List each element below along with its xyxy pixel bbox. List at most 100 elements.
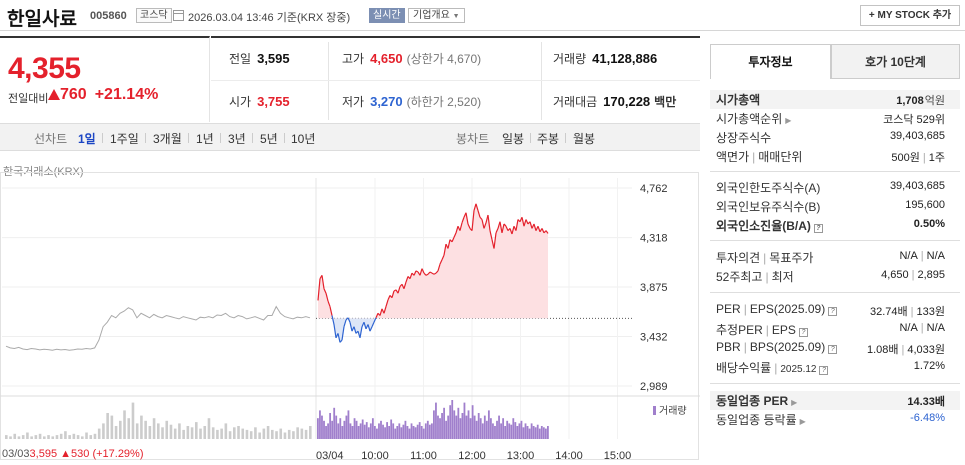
today-line-segment bbox=[447, 239, 451, 249]
today-line-segment bbox=[349, 322, 353, 332]
candle-daily[interactable]: 일봉 bbox=[502, 132, 525, 146]
candle-monthly[interactable]: 월봉 bbox=[573, 132, 596, 146]
period-3m[interactable]: 3개월 bbox=[153, 132, 182, 146]
today-line-segment bbox=[501, 223, 505, 234]
price-chart[interactable]: 4,762 4,318 3,875 3,432 2,989 거래량 03/04 10:00 11… bbox=[0, 152, 700, 465]
candle-chart-label: 봉차트 bbox=[456, 132, 490, 146]
today-line-segment bbox=[459, 222, 463, 231]
volume-bar bbox=[449, 405, 452, 439]
volume-bar bbox=[178, 423, 181, 439]
help-icon[interactable]: ? bbox=[813, 224, 823, 233]
today-line-segment bbox=[369, 326, 373, 332]
period-1w[interactable]: 1주일 bbox=[110, 132, 139, 146]
volume-bar bbox=[353, 418, 356, 439]
add-mystock-button[interactable]: + MY STOCK 추가 bbox=[860, 5, 960, 26]
volume-bar bbox=[343, 420, 346, 439]
today-line-segment bbox=[521, 217, 525, 227]
today-line-segment bbox=[323, 288, 327, 294]
today-line-segment bbox=[511, 226, 515, 235]
today-line-segment bbox=[339, 339, 343, 343]
help-icon[interactable]: ? bbox=[819, 366, 829, 375]
volume-bar bbox=[469, 418, 472, 439]
volume-bar bbox=[483, 415, 486, 439]
period-1d[interactable]: 1일 bbox=[78, 132, 96, 146]
par-value-row: 액면가 | 매매단위 500원 | 1주 bbox=[716, 150, 945, 164]
volume-bar bbox=[266, 426, 270, 439]
volume-bar bbox=[59, 433, 63, 439]
volume-bar bbox=[455, 415, 458, 439]
help-icon[interactable]: ? bbox=[798, 328, 808, 337]
volume-bar bbox=[367, 427, 370, 439]
today-line-segment bbox=[405, 276, 409, 283]
volume-bar bbox=[422, 428, 425, 439]
industry-rate-row: 동일업종 등락률 ▶ -6.48% bbox=[716, 412, 945, 427]
volume-bar bbox=[131, 402, 135, 439]
today-line-segment bbox=[347, 317, 351, 323]
x-tick-label: 15:00 bbox=[604, 450, 632, 462]
volume-bar bbox=[237, 426, 240, 439]
price-change: 760 +21.14% bbox=[48, 86, 158, 104]
volume-bar bbox=[544, 428, 547, 439]
volume-bar bbox=[110, 415, 114, 439]
period-3y[interactable]: 3년 bbox=[228, 132, 246, 146]
volume-bar bbox=[220, 428, 223, 439]
period-5y[interactable]: 5년 bbox=[260, 132, 278, 146]
volume-bar bbox=[418, 422, 421, 439]
volume-bar bbox=[335, 415, 338, 439]
volume-bar bbox=[461, 413, 464, 439]
volume-bar bbox=[532, 426, 535, 439]
volume-bar bbox=[536, 424, 539, 439]
x-tick-label: 10:00 bbox=[361, 450, 389, 462]
volume-bar bbox=[203, 426, 207, 439]
candle-weekly[interactable]: 주봉 bbox=[537, 132, 560, 146]
chart-frame bbox=[0, 172, 699, 460]
live-badge[interactable]: 실시간 bbox=[369, 8, 405, 23]
period-1y[interactable]: 1년 bbox=[196, 132, 214, 146]
volume-bar bbox=[492, 423, 494, 439]
volume-bar bbox=[386, 422, 389, 439]
volume-bar bbox=[540, 426, 543, 439]
help-icon[interactable]: ? bbox=[828, 345, 838, 354]
today-line-segment bbox=[481, 219, 485, 229]
volume-bar bbox=[369, 423, 372, 439]
volume-bar bbox=[398, 423, 401, 439]
volume-bar bbox=[9, 436, 12, 439]
volume-bar bbox=[481, 423, 484, 439]
volume-bar bbox=[47, 435, 50, 439]
today-line-segment bbox=[353, 326, 357, 334]
today-line-segment bbox=[325, 293, 329, 302]
today-line-segment bbox=[359, 326, 363, 338]
volume-bar bbox=[502, 418, 505, 439]
volume-bar bbox=[528, 428, 531, 439]
current-price: 4,355 bbox=[8, 52, 81, 85]
volume-bar bbox=[195, 422, 198, 439]
up-triangle-icon bbox=[48, 89, 60, 100]
volume-bar bbox=[321, 415, 323, 439]
volume-bar bbox=[55, 435, 59, 439]
volume-bar bbox=[339, 418, 342, 439]
y-tick-label: 3,875 bbox=[640, 282, 668, 294]
volume-bar bbox=[459, 418, 462, 439]
volume-bar bbox=[390, 419, 393, 439]
volume-bar bbox=[161, 427, 164, 439]
volume-bar bbox=[445, 420, 448, 439]
prev-day-line bbox=[5, 305, 311, 351]
volume-bar bbox=[5, 435, 8, 439]
tab-invest-info[interactable]: 투자정보 bbox=[710, 44, 831, 79]
volume-bar bbox=[93, 433, 97, 439]
volume-bar bbox=[271, 429, 274, 439]
low-price: 저가 3,270 (하한가 2,520) bbox=[342, 94, 482, 109]
prev-close: 전일 3,595 bbox=[229, 51, 290, 66]
company-info-dropdown[interactable]: 기업개요 ▼ bbox=[408, 8, 465, 23]
volume-bar bbox=[506, 420, 509, 439]
volume-bar bbox=[127, 418, 131, 439]
volume-bar bbox=[498, 415, 500, 439]
volume-bar bbox=[512, 418, 515, 439]
volume-bar bbox=[304, 429, 308, 439]
trade-amount: 거래대금 170,228 백만 bbox=[553, 94, 677, 109]
period-10y[interactable]: 10년 bbox=[291, 132, 316, 146]
today-line-segment bbox=[371, 321, 375, 327]
x-tick-label: 12:00 bbox=[458, 450, 486, 462]
tab-hoga-10[interactable]: 호가 10단계 bbox=[831, 44, 960, 79]
help-icon[interactable]: ? bbox=[828, 307, 838, 316]
